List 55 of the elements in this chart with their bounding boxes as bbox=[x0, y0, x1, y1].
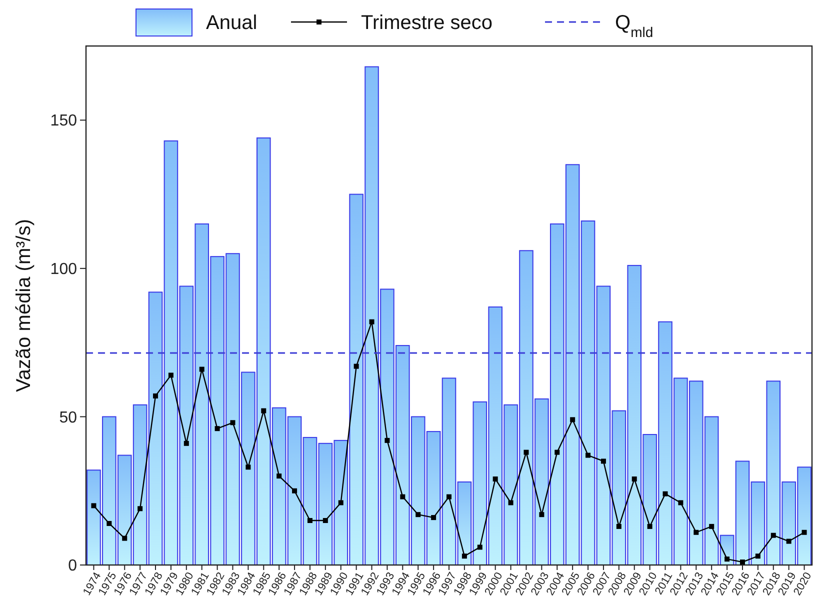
point bbox=[709, 524, 714, 529]
point bbox=[786, 538, 792, 544]
point bbox=[524, 450, 529, 455]
point bbox=[261, 408, 266, 414]
point bbox=[400, 494, 406, 500]
y-tick-label: 100 bbox=[50, 261, 78, 278]
point bbox=[446, 494, 452, 500]
point bbox=[292, 488, 298, 494]
point bbox=[354, 364, 359, 369]
point bbox=[740, 560, 745, 565]
point bbox=[770, 532, 776, 538]
point bbox=[91, 503, 96, 508]
point bbox=[570, 417, 576, 422]
point bbox=[184, 440, 189, 446]
point bbox=[384, 438, 390, 443]
point bbox=[322, 518, 328, 524]
point bbox=[694, 530, 699, 535]
point bbox=[214, 426, 220, 432]
point bbox=[662, 491, 668, 496]
point bbox=[338, 500, 344, 506]
y-axis-title: Vazão média (m³/s) bbox=[13, 218, 35, 392]
point bbox=[678, 500, 684, 506]
point bbox=[586, 452, 591, 458]
y-tick-label: 0 bbox=[68, 558, 78, 575]
point bbox=[276, 474, 282, 479]
legend-label: Anual bbox=[206, 12, 258, 34]
point bbox=[138, 506, 143, 512]
point bbox=[508, 500, 514, 506]
legend-label: Trimestre seco bbox=[361, 12, 493, 34]
point bbox=[802, 530, 807, 535]
point bbox=[106, 520, 112, 526]
point bbox=[246, 464, 251, 470]
point bbox=[230, 420, 236, 426]
point bbox=[600, 458, 606, 464]
point bbox=[462, 554, 467, 559]
point bbox=[616, 524, 622, 529]
point bbox=[724, 556, 730, 562]
point bbox=[755, 554, 760, 559]
y-tick-label: 150 bbox=[50, 112, 78, 130]
point bbox=[369, 319, 374, 324]
legend-label: Q$_{mld}$ bbox=[615, 12, 654, 40]
point bbox=[431, 515, 436, 520]
point bbox=[554, 450, 560, 455]
point bbox=[168, 372, 174, 378]
point bbox=[307, 518, 312, 524]
point bbox=[647, 524, 652, 529]
point bbox=[153, 393, 158, 398]
point bbox=[539, 512, 544, 518]
point bbox=[122, 536, 128, 541]
point bbox=[416, 512, 421, 518]
y-tick-label: 50 bbox=[59, 409, 78, 426]
point bbox=[632, 476, 637, 482]
point bbox=[199, 366, 204, 372]
point bbox=[492, 476, 498, 482]
point bbox=[477, 544, 482, 550]
